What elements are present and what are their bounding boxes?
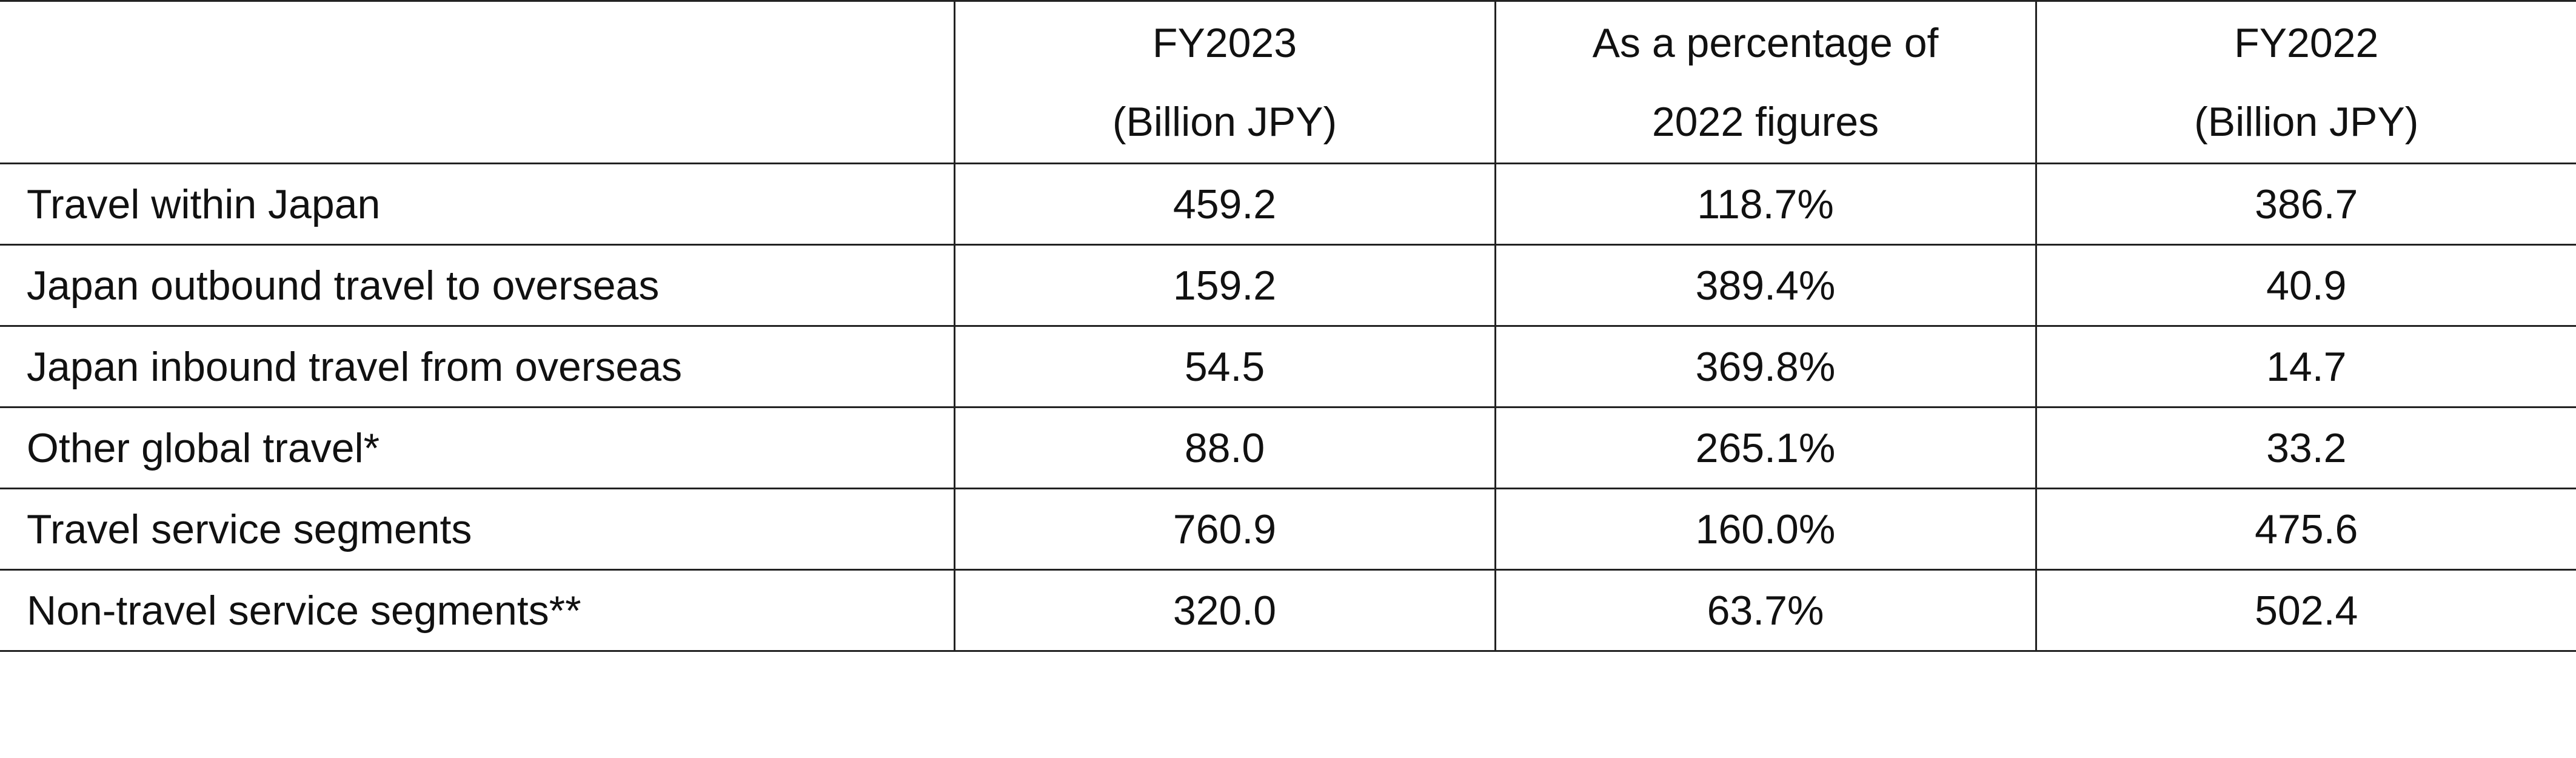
header-cell: FY2023 (Billion JPY)	[953, 0, 1496, 164]
table-cell: 369.8%	[1494, 325, 2037, 408]
header-text: (Billion JPY)	[1112, 98, 1337, 145]
table-cell: 320.0	[953, 569, 1496, 652]
table-cell: 54.5	[953, 325, 1496, 408]
row-label: Non-travel service segments**	[0, 569, 955, 652]
header-text: (Billion JPY)	[2194, 98, 2419, 145]
row-label: Other global travel*	[0, 406, 955, 489]
table-cell: 160.0%	[1494, 488, 2037, 571]
row-label: Travel within Japan	[0, 163, 955, 246]
table-cell: 88.0	[953, 406, 1496, 489]
header-text: FY2022	[2234, 19, 2379, 66]
table-cell: 63.7%	[1494, 569, 2037, 652]
data-table: FY2023 (Billion JPY) As a percentage of 202…	[0, 0, 2576, 652]
header-cell	[0, 0, 955, 164]
table-row: Travel within Japan 459.2 118.7% 386.7	[0, 163, 2576, 246]
table-cell: 459.2	[953, 163, 1496, 246]
row-label: Japan inbound travel from overseas	[0, 325, 955, 408]
header-text: As a percentage of	[1592, 19, 1939, 66]
row-label: Japan outbound travel to overseas	[0, 244, 955, 327]
table-cell: 389.4%	[1494, 244, 2037, 327]
table-cell: 386.7	[2035, 163, 2576, 246]
table-cell: 159.2	[953, 244, 1496, 327]
table-row: Japan inbound travel from overseas 54.5 36…	[0, 325, 2576, 408]
row-label: Travel service segments	[0, 488, 955, 571]
table-row: Non-travel service segments** 320.0 63.7% 5…	[0, 569, 2576, 652]
header-text: FY2023	[1152, 19, 1297, 66]
header-text: 2022 figures	[1651, 98, 1879, 145]
header-cell: FY2022 (Billion JPY)	[2035, 0, 2576, 164]
table-cell: 33.2	[2035, 406, 2576, 489]
table-cell: 14.7	[2035, 325, 2576, 408]
table-cell: 760.9	[953, 488, 1496, 571]
table-cell: 118.7%	[1494, 163, 2037, 246]
table-cell: 40.9	[2035, 244, 2576, 327]
table-cell: 502.4	[2035, 569, 2576, 652]
table-cell: 475.6	[2035, 488, 2576, 571]
table-row: Travel service segments 760.9 160.0% 475.6	[0, 488, 2576, 571]
table-row: Other global travel* 88.0 265.1% 33.2	[0, 406, 2576, 489]
table-row: Japan outbound travel to overseas 159.2 38…	[0, 244, 2576, 327]
header-row: FY2023 (Billion JPY) As a percentage of 202…	[0, 0, 2576, 164]
header-cell: As a percentage of 2022 figures	[1494, 0, 2037, 164]
table-cell: 265.1%	[1494, 406, 2037, 489]
